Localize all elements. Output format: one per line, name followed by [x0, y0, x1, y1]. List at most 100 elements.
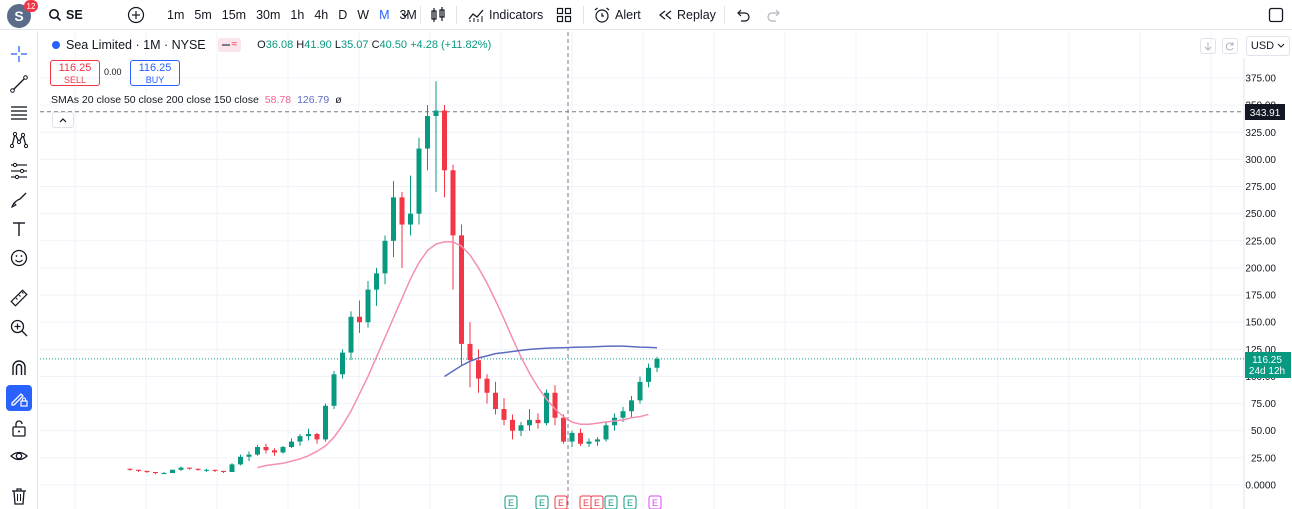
chart-type-button[interactable]	[430, 0, 446, 30]
remove-drawings-tool[interactable]	[6, 483, 32, 509]
candle	[348, 311, 354, 361]
replay-button[interactable]: Replay	[657, 0, 716, 30]
interval-15m[interactable]: 15m	[221, 7, 247, 22]
plus-circle-icon	[127, 6, 145, 23]
candle	[255, 444, 260, 456]
symbol-title[interactable]: Sea Limited · 1M · NYSE	[66, 38, 206, 52]
ruler-icon	[10, 289, 28, 307]
stay-in-drawing-mode-tool[interactable]	[6, 385, 32, 411]
earnings-marker[interactable]: E	[604, 495, 618, 509]
svg-text:E: E	[627, 498, 633, 508]
candle	[161, 471, 167, 475]
interval-30m[interactable]: 30m	[256, 7, 281, 22]
legend-toggle-icon[interactable]: ≈	[217, 38, 242, 52]
candle	[578, 428, 583, 446]
candle	[544, 389, 549, 426]
candle	[629, 396, 634, 418]
candle	[144, 470, 150, 474]
alarm-clock-icon	[594, 7, 610, 23]
emoji-tool[interactable]	[6, 245, 32, 271]
candle	[127, 468, 133, 471]
interval-1m[interactable]: 1m	[167, 7, 185, 22]
candle	[272, 448, 277, 456]
interval-dropdown[interactable]	[400, 0, 410, 30]
change-value: +4.28 (+11.82%)	[410, 39, 492, 51]
collapse-legend-button[interactable]	[52, 112, 74, 128]
eye-icon	[10, 451, 28, 461]
symbol-label: SE	[66, 7, 83, 22]
sell-button[interactable]: 116.25 SELL	[50, 60, 100, 86]
fullscreen-button[interactable]	[1268, 0, 1284, 30]
interval-w[interactable]: W	[357, 7, 370, 22]
candle	[323, 403, 328, 442]
trend-line-icon	[10, 75, 28, 93]
scroll-down-button[interactable]	[1200, 38, 1216, 54]
buy-price: 116.25	[138, 62, 172, 74]
interval-5m[interactable]: 5m	[194, 7, 212, 22]
undo-button[interactable]	[735, 0, 751, 30]
symbol-search[interactable]: SE	[48, 0, 83, 30]
measure-tool[interactable]	[6, 285, 32, 311]
add-symbol-button[interactable]	[127, 0, 145, 30]
text-tool[interactable]	[6, 216, 32, 242]
interval-1h[interactable]: 1h	[290, 7, 305, 22]
redo-button[interactable]	[766, 0, 782, 30]
unlock-icon	[12, 420, 26, 437]
candlestick-series	[127, 81, 660, 475]
alert-button[interactable]: Alert	[593, 0, 641, 30]
earnings-marker[interactable]: E	[579, 495, 593, 509]
svg-text:E: E	[508, 498, 514, 508]
open-value: 36.08	[265, 39, 294, 51]
zoom-tool[interactable]	[6, 315, 32, 341]
close-label: C	[371, 39, 380, 51]
candle	[510, 414, 515, 440]
undo-icon	[737, 9, 750, 22]
price-axis-tick: 325.00	[1245, 128, 1276, 139]
lock-drawings-tool[interactable]	[6, 415, 32, 441]
candle	[433, 81, 439, 192]
brush-tool[interactable]	[6, 187, 32, 213]
interval-3m[interactable]: 3M	[399, 7, 417, 22]
magnet-tool[interactable]	[6, 355, 32, 381]
sma-legend[interactable]: SMAs 20 close 50 close 200 close 150 clo…	[51, 94, 342, 106]
search-icon	[49, 8, 62, 21]
candle	[391, 181, 396, 258]
candle	[646, 363, 651, 388]
top-toolbar: S 12 SE 1m 5m 15m 30m 1h 4h D W M 3M Indicators A…	[0, 0, 1292, 30]
currency-label: USD	[1250, 40, 1275, 52]
earnings-marker[interactable]: E	[554, 495, 568, 509]
interval-d[interactable]: D	[338, 7, 348, 22]
bar-countdown-label: 24d 12h	[1249, 366, 1285, 377]
candle	[212, 469, 218, 472]
low-label: L	[334, 39, 341, 51]
candle	[569, 430, 575, 448]
interval-4h[interactable]: 4h	[314, 7, 329, 22]
price-axis-tick: 225.00	[1245, 236, 1276, 247]
sma-line-blue	[444, 345, 658, 378]
reset-scale-button[interactable]	[1222, 38, 1238, 54]
earnings-marker[interactable]: E	[535, 495, 549, 509]
forecast-tool[interactable]	[6, 157, 32, 183]
indicators-button[interactable]: Indicators	[467, 0, 543, 30]
currency-selector[interactable]: USD	[1246, 36, 1290, 56]
earnings-marker[interactable]: E	[623, 495, 637, 509]
crosshair-tool[interactable]	[6, 41, 32, 67]
earnings-marker[interactable]: E	[590, 495, 604, 509]
text-icon	[13, 222, 25, 236]
candles-icon	[431, 6, 445, 22]
pattern-icon	[9, 131, 29, 149]
candle	[246, 451, 252, 462]
pattern-tool[interactable]	[6, 127, 32, 153]
earnings-marker[interactable]: E	[504, 495, 518, 509]
earnings-marker[interactable]: E	[648, 495, 662, 509]
price-axis-tick: 250.00	[1245, 209, 1276, 220]
sell-price: 116.25	[58, 62, 92, 74]
buy-button[interactable]: 116.25 BUY	[130, 60, 180, 86]
layouts-button[interactable]	[556, 0, 572, 30]
horizontal-lines-tool[interactable]	[6, 99, 32, 125]
trend-line-tool[interactable]	[6, 71, 32, 97]
interval-m[interactable]: M	[379, 7, 390, 22]
hide-drawings-tool[interactable]	[6, 443, 32, 469]
